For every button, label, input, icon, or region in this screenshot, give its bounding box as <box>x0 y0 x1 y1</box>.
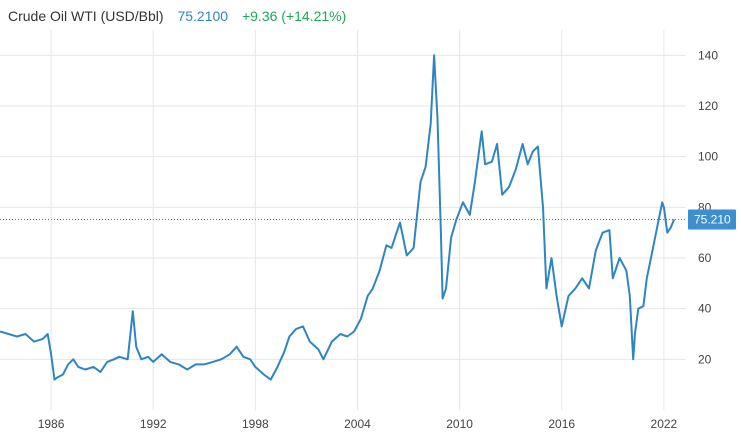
series-line <box>0 54 676 381</box>
x-axis-ticks: 1986 1992 1998 2004 2010 2016 2022 <box>38 417 678 431</box>
x-tick-label: 2004 <box>344 417 371 431</box>
x-tick-label: 1998 <box>242 417 269 431</box>
last-value-badge-bg <box>688 209 736 230</box>
last-value-badge: 75.210 <box>688 209 736 230</box>
y-tick-label: 60 <box>698 251 712 265</box>
chart-header: Crude Oil WTI (USD/Bbl) 75.2100 +9.36 (+… <box>8 8 356 24</box>
x-tick-label: 1986 <box>38 417 65 431</box>
x-tick-label: 2010 <box>446 417 473 431</box>
x-tick-label: 2016 <box>548 417 575 431</box>
current-price: 75.2100 <box>177 8 229 24</box>
y-tick-label: 100 <box>698 150 718 164</box>
x-tick-label: 2022 <box>651 417 678 431</box>
y-tick-label: 20 <box>698 352 712 366</box>
chart-title: Crude Oil WTI (USD/Bbl) <box>8 8 164 24</box>
grid-lines <box>0 30 686 410</box>
y-tick-label: 140 <box>698 48 718 62</box>
x-tick-label: 1992 <box>140 417 167 431</box>
last-value-label: 75.210 <box>694 212 731 226</box>
y-tick-label: 120 <box>698 99 718 113</box>
y-tick-label: 40 <box>698 302 712 316</box>
price-change: +9.36 (+14.21%) <box>241 8 347 24</box>
